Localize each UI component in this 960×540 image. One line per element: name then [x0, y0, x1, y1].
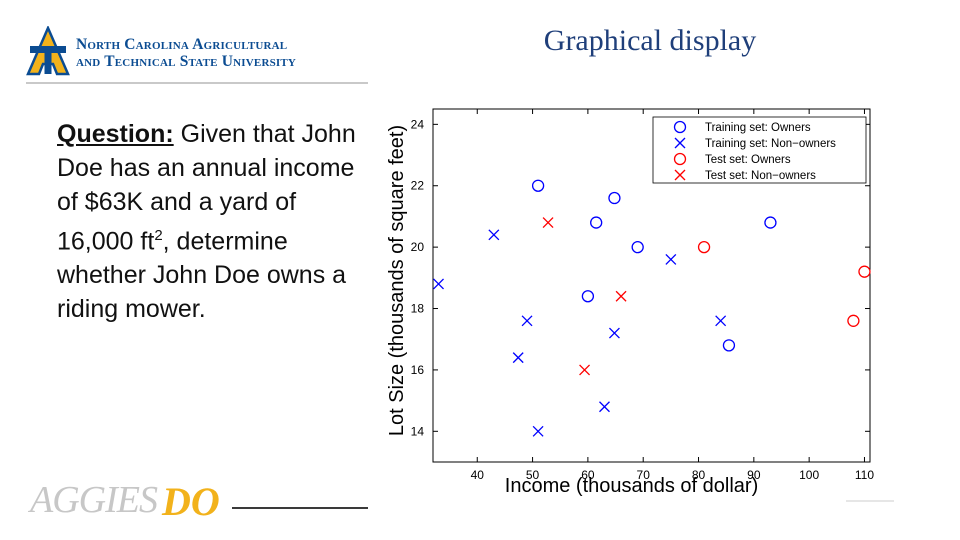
data-point-series-4	[615, 290, 627, 302]
question-body-part2: , determine whether John Doe owns a ridi…	[57, 227, 347, 324]
university-name: North Carolina Agricultural and Technica…	[76, 36, 296, 70]
data-point-series-4	[542, 217, 554, 229]
data-point-series-4	[579, 364, 591, 376]
x-tick-label: 80	[692, 468, 706, 482]
y-tick-label: 14	[411, 424, 425, 438]
data-point-series-1	[590, 216, 603, 229]
footer-brand-word: AGGIES	[30, 479, 158, 521]
data-point-series-3	[697, 240, 711, 254]
y-tick-label: 18	[411, 302, 425, 316]
university-name-line1: North Carolina Agricultural	[76, 36, 288, 53]
y-tick-label: 20	[411, 240, 425, 254]
aggies-do-logo: AGGIES DO	[28, 476, 228, 526]
x-tick-label: 50	[526, 468, 540, 482]
data-point-series-2	[715, 315, 727, 327]
data-point-series-2	[665, 253, 677, 265]
footer-divider	[232, 507, 368, 509]
x-tick-label: 60	[581, 468, 595, 482]
y-tick-label: 22	[411, 179, 425, 193]
university-name-line2: and Technical State University	[76, 53, 297, 70]
slide-title: Graphical display	[543, 24, 757, 57]
data-point-series-3	[847, 314, 860, 327]
data-point-series-3	[858, 265, 871, 278]
legend-marker-2	[674, 137, 686, 149]
data-point-series-2	[512, 352, 524, 364]
data-point-series-2	[608, 327, 620, 339]
y-tick-label: 16	[411, 363, 425, 377]
legend-label-4: Test set: Non−owners	[705, 170, 816, 182]
question-body-part1: Given that John Doe has an annual income…	[57, 120, 356, 256]
aggie-logo-icon	[26, 26, 70, 76]
legend-marker-3	[673, 152, 687, 166]
question-label: Question:	[57, 120, 174, 148]
x-tick-label: 110	[855, 468, 874, 482]
y-tick-label: 24	[411, 117, 425, 131]
legend-marker-1	[673, 120, 687, 134]
data-point-series-1	[581, 290, 595, 303]
question-superscript: 2	[154, 227, 163, 244]
header-divider	[26, 82, 368, 84]
footer-brand-do: DO	[162, 479, 220, 524]
x-tick-label: 70	[637, 468, 651, 482]
data-point-series-2	[488, 229, 500, 241]
x-axis-label: Income (thousands of dollar)	[505, 475, 758, 497]
data-point-series-1	[631, 240, 644, 254]
data-point-series-1	[608, 191, 621, 205]
y-axis-label: Lot Size (thousands of square feet)	[386, 125, 408, 436]
legend-marker-4	[674, 169, 686, 181]
legend-label-2: Training set: Non−owners	[705, 138, 836, 150]
university-logo: North Carolina Agricultural and Technica…	[26, 26, 366, 78]
legend-label-1: Training set: Owners	[705, 122, 811, 134]
data-point-series-2	[532, 425, 544, 437]
footer-faint-mark	[846, 500, 894, 502]
data-point-series-2	[433, 278, 444, 290]
data-point-series-1	[531, 179, 545, 192]
question-text: Question: Given that John Doe has an ann…	[57, 117, 367, 326]
x-tick-label: 100	[799, 468, 819, 482]
x-tick-label: 40	[471, 468, 485, 482]
data-point-series-2	[599, 401, 610, 413]
data-point-series-1	[722, 339, 736, 352]
data-point-series-2	[521, 315, 533, 327]
data-point-series-1	[764, 216, 777, 229]
legend-label-3: Test set: Owners	[705, 154, 791, 166]
scatter-chart: 40 50 60 70 80 90 100 110 14 16 18 20 22 24 Income (th…	[386, 108, 874, 497]
legend-box	[652, 116, 867, 184]
x-tick-label: 90	[747, 468, 761, 482]
